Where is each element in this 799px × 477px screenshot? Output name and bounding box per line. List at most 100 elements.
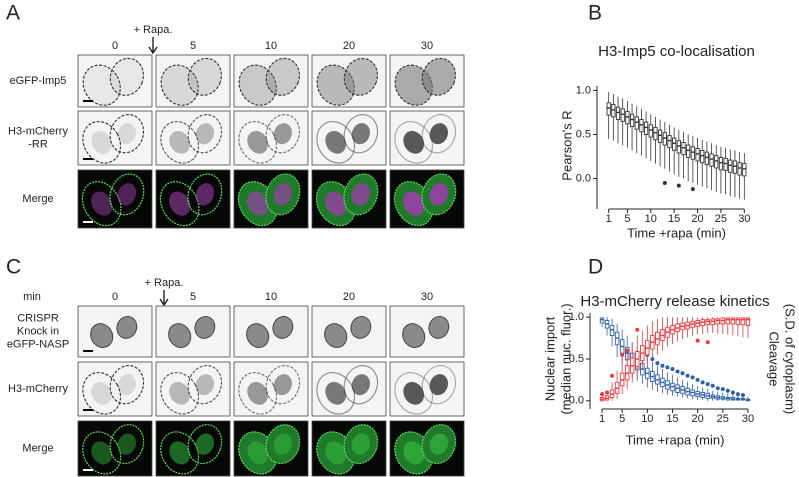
nucleus (168, 323, 192, 348)
box (718, 156, 724, 171)
nucleus (117, 123, 137, 145)
x-tick-label: 25 (715, 213, 727, 225)
cell (238, 121, 278, 164)
row-label: CRISPR (17, 312, 59, 324)
nucleus (247, 130, 269, 154)
cell (265, 114, 301, 154)
nucleus (195, 123, 215, 145)
nucleus (403, 381, 425, 405)
nucleus (169, 130, 191, 154)
nucleus (351, 433, 371, 455)
micrograph (77, 169, 153, 229)
box (705, 319, 710, 326)
nucleus (403, 441, 425, 465)
micrograph (155, 169, 231, 229)
box (732, 160, 738, 174)
outlier (690, 187, 695, 192)
box (625, 111, 630, 125)
time-label: 0 (112, 40, 118, 52)
box (620, 108, 625, 122)
box (599, 317, 605, 324)
nucleus (403, 130, 425, 154)
outlier (715, 386, 720, 391)
row-label: -RR (28, 138, 48, 150)
nucleus (91, 191, 113, 216)
x-tick-label: 25 (717, 413, 729, 425)
cell (160, 372, 200, 415)
nucleus (247, 441, 269, 465)
outlier (675, 369, 680, 374)
x-axis-label: Time +rapa (min) (626, 432, 725, 447)
cell (82, 372, 122, 415)
nucleus (273, 433, 293, 455)
micrograph (233, 361, 309, 417)
outlier (610, 373, 615, 378)
cell (82, 431, 122, 475)
box (730, 317, 736, 325)
panel-label: A (6, 2, 20, 25)
box (695, 148, 700, 162)
cell (109, 114, 145, 154)
outlier (676, 183, 681, 188)
nucleus (403, 191, 425, 216)
box (676, 140, 681, 154)
outlier (600, 392, 605, 397)
nucleus (194, 316, 216, 339)
x-axis-label: Time +rapa (min) (627, 225, 726, 240)
box (611, 104, 616, 118)
box (686, 144, 691, 158)
x-tick-label: 5 (619, 413, 625, 425)
time-label: 20 (343, 291, 355, 303)
micrograph (155, 110, 231, 166)
outlier (625, 348, 630, 353)
micrograph (155, 54, 231, 108)
cell (421, 57, 456, 96)
box (714, 155, 719, 169)
outlier (635, 327, 640, 332)
panel-label: B (588, 2, 602, 25)
micrograph (77, 420, 153, 477)
box (704, 151, 710, 165)
box (643, 121, 649, 135)
outlier (670, 367, 675, 372)
rapa-label: + Rapa. (134, 24, 173, 36)
box (723, 157, 728, 172)
box (745, 317, 751, 326)
box (728, 159, 733, 173)
y-axis-label: (median nuc. fluor.) (558, 303, 573, 414)
x-tick-label: 20 (691, 213, 703, 225)
y-tick-label: 0.5 (576, 128, 591, 140)
micrograph (311, 361, 387, 417)
x-tick-label: 15 (668, 213, 680, 225)
outlier (662, 180, 667, 185)
nucleus (324, 323, 348, 348)
x-tick-label: 1 (606, 213, 612, 225)
nucleus (246, 323, 270, 348)
rapa-arrow (148, 37, 158, 55)
nucleus (428, 316, 450, 339)
box (672, 137, 677, 151)
cell (343, 114, 379, 154)
x-tick-label: 5 (624, 213, 630, 225)
cell (394, 372, 434, 415)
micrograph (311, 110, 387, 166)
time-label: 10 (265, 40, 277, 52)
box (725, 317, 731, 325)
cell (160, 121, 200, 164)
micrograph (311, 305, 387, 358)
cell (82, 121, 122, 164)
outlier (710, 383, 715, 388)
row-label: eGFP-NASP (7, 338, 69, 350)
y-tick-label: 0.0 (576, 172, 591, 184)
outlier (735, 392, 740, 397)
box (662, 132, 667, 146)
nucleus (429, 374, 449, 396)
box (742, 163, 747, 177)
box (740, 317, 746, 326)
nucleus (90, 323, 114, 348)
cell (316, 121, 356, 164)
micrograph (233, 305, 309, 358)
outlier (685, 373, 690, 378)
row-label: H3-mCherry (8, 125, 68, 137)
cell (187, 365, 223, 405)
